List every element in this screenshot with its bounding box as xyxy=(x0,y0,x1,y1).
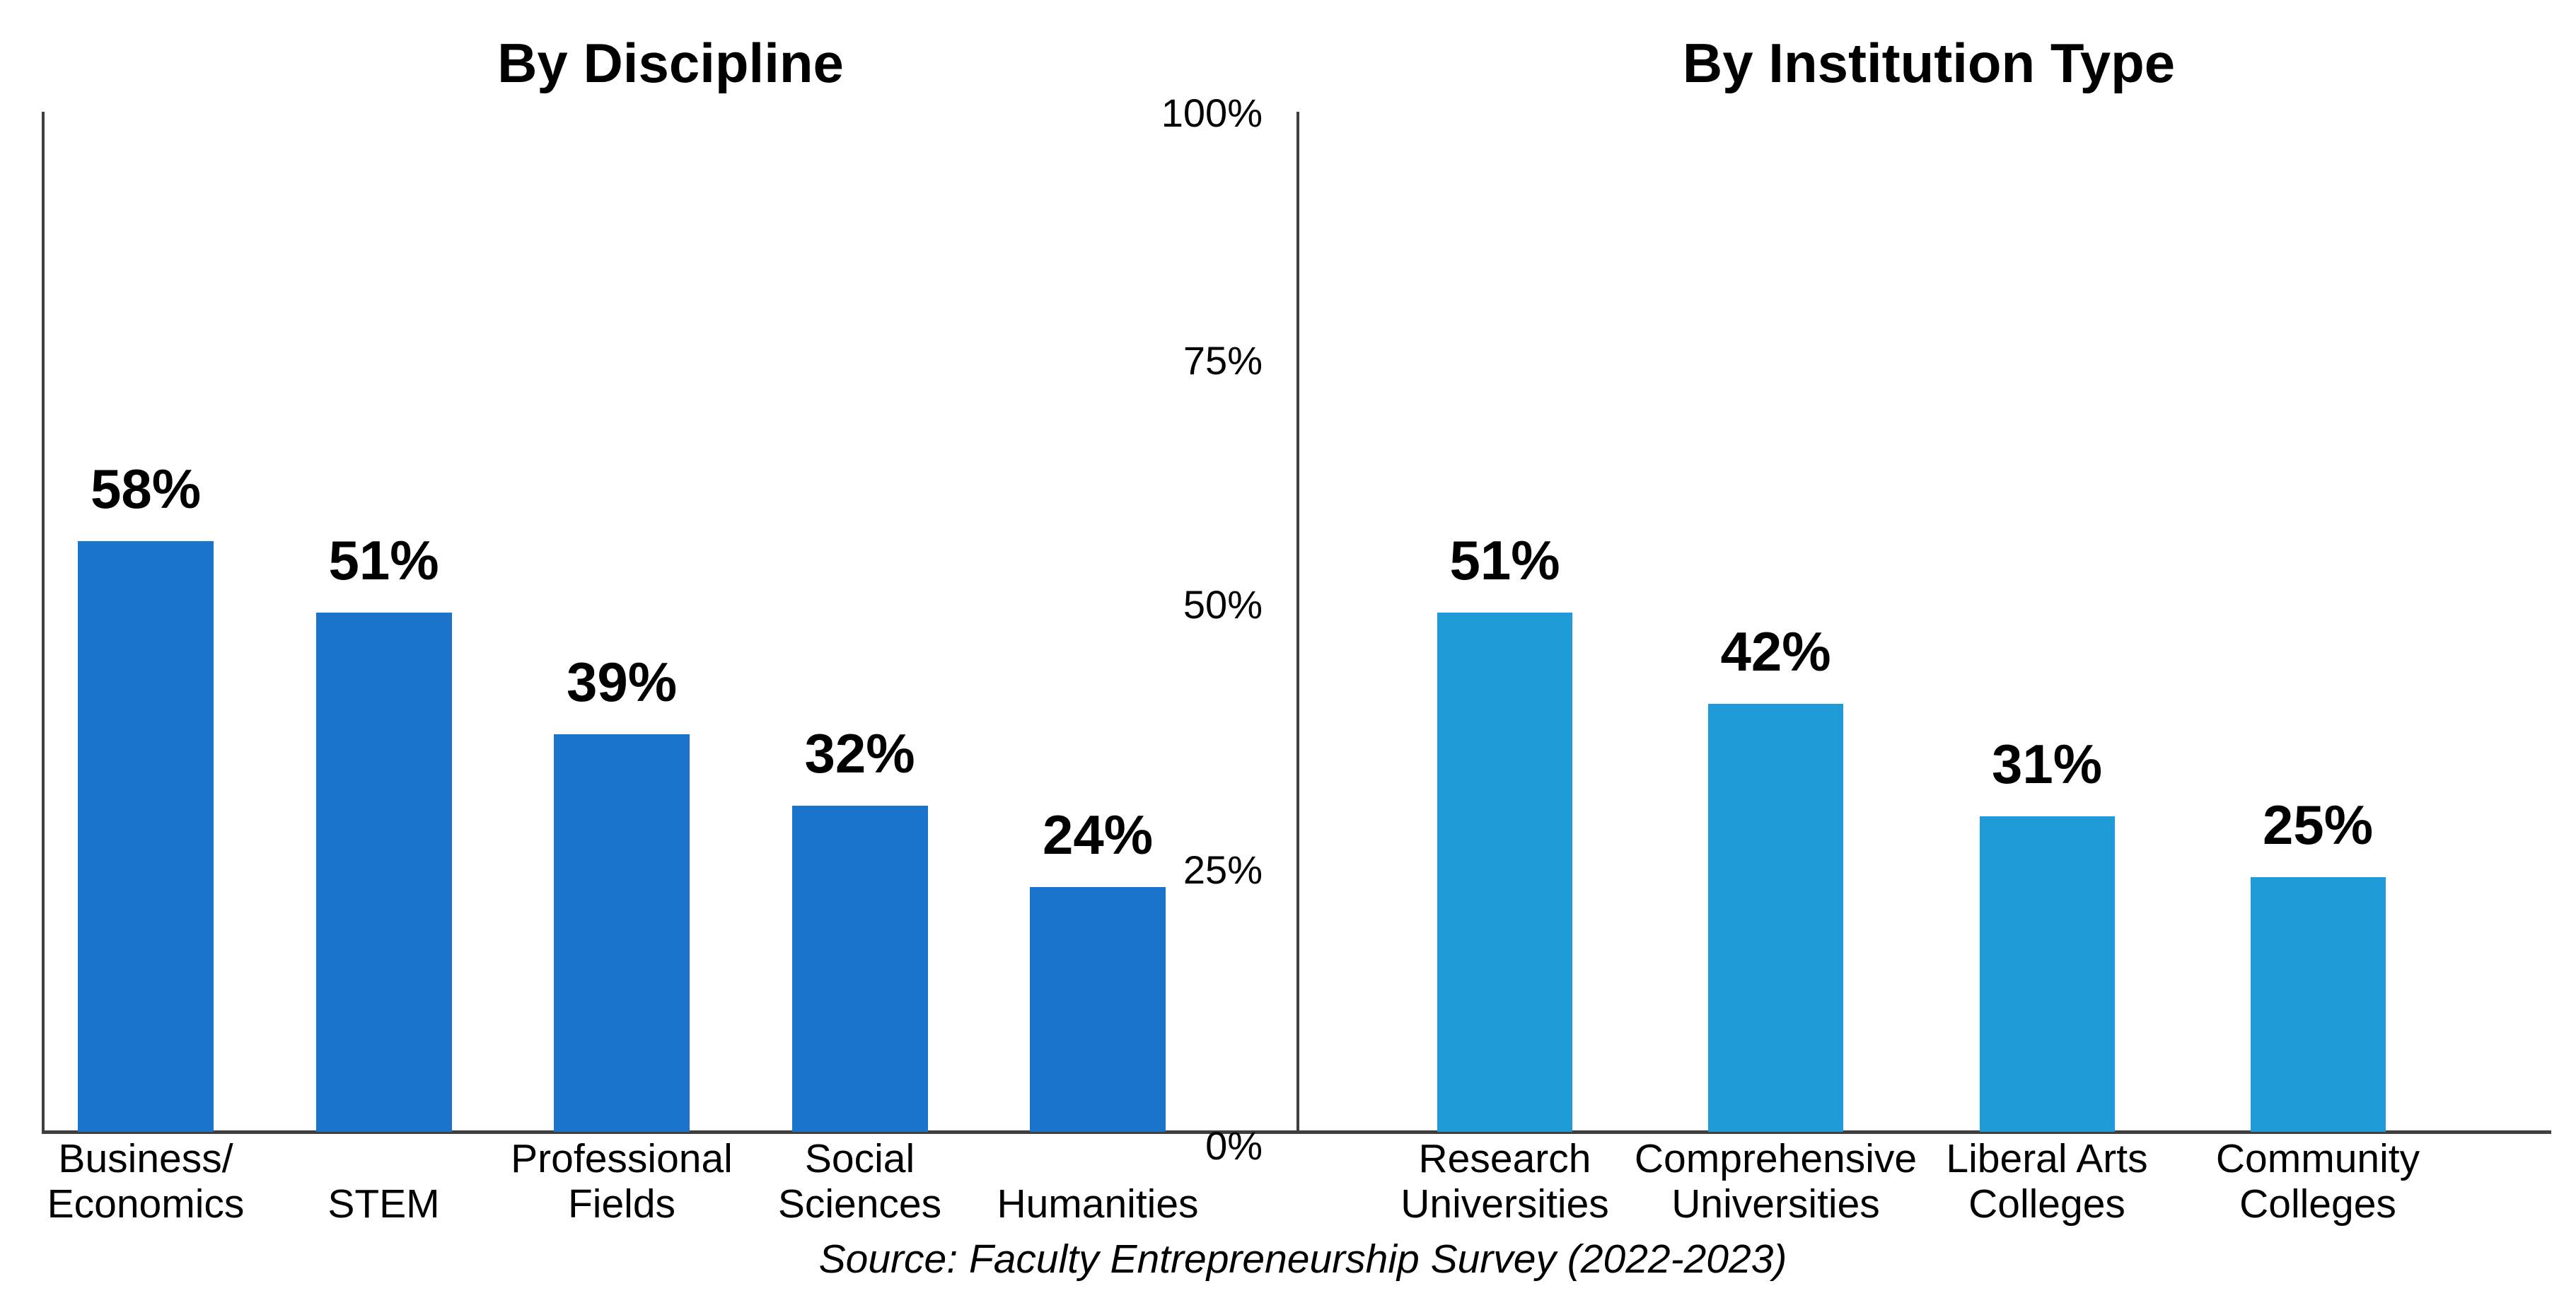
category-label: Research Universities xyxy=(1400,1136,1609,1227)
category-label: Professional Fields xyxy=(511,1136,733,1227)
bar-value-label: 51% xyxy=(1449,528,1560,591)
bar xyxy=(1708,704,1843,1132)
y-tick-label: 50% xyxy=(1183,582,1263,627)
category-label-line: Professional xyxy=(511,1136,733,1181)
bar-value-label: 25% xyxy=(2262,794,2374,856)
bar-value-label: 24% xyxy=(1042,804,1154,867)
bar xyxy=(78,540,214,1132)
category-label-line: Economics xyxy=(47,1181,245,1227)
bar xyxy=(554,734,690,1132)
category-label: Community Colleges xyxy=(2216,1136,2420,1227)
right-y-axis-line xyxy=(1296,112,1299,1132)
category-label-line: Colleges xyxy=(1968,1181,2125,1227)
category-label: Humanities xyxy=(997,1136,1198,1227)
category-label-line: Business/ xyxy=(58,1136,233,1181)
category-label-line: STEM xyxy=(327,1181,440,1227)
category-label-line xyxy=(327,1136,439,1181)
category-label-line: Universities xyxy=(1400,1181,1609,1227)
bar xyxy=(315,612,452,1132)
bar xyxy=(1030,887,1166,1132)
y-tick-label: 0% xyxy=(1205,1123,1263,1168)
x-axis-baseline xyxy=(42,1130,2551,1134)
category-label-line: Fields xyxy=(567,1181,676,1227)
bar-value-label: 32% xyxy=(804,722,915,785)
source-note: Source: Faculty Entrepreneurship Survey … xyxy=(818,1237,1787,1282)
bar xyxy=(1979,816,2115,1132)
bar-value-label: 39% xyxy=(566,651,678,714)
y-tick-label: 100% xyxy=(1161,91,1263,135)
right-chart-title: By Institution Type xyxy=(1682,32,2176,94)
category-label-line: Liberal Arts xyxy=(1946,1136,2148,1181)
category-label-line: Universities xyxy=(1671,1181,1880,1227)
category-label-line: Humanities xyxy=(997,1181,1199,1227)
category-label: Social Sciences xyxy=(778,1136,941,1227)
left-y-axis-line xyxy=(42,112,45,1132)
category-label: STEM xyxy=(327,1136,439,1227)
category-label-line: Social xyxy=(804,1136,915,1181)
bar xyxy=(1437,612,1572,1132)
category-label-line xyxy=(997,1136,1198,1181)
category-label-line: Sciences xyxy=(777,1181,942,1227)
bar-value-label: 31% xyxy=(1991,732,2103,795)
category-label: Liberal Arts Colleges xyxy=(1946,1136,2147,1227)
bar-value-label: 42% xyxy=(1720,620,1831,683)
left-chart-title: By Discipline xyxy=(497,32,844,94)
y-tick-label: 25% xyxy=(1183,847,1263,892)
bar xyxy=(2250,877,2386,1132)
category-label-line: Research xyxy=(1418,1136,1591,1181)
category-label-line: Community xyxy=(2215,1136,2420,1181)
bar xyxy=(791,806,928,1132)
bar-value-label: 51% xyxy=(328,528,439,591)
category-label: Business/Economics xyxy=(47,1136,245,1227)
category-label-line: Colleges xyxy=(2239,1181,2396,1227)
y-tick-label: 75% xyxy=(1183,338,1263,383)
category-label-line: Comprehensive xyxy=(1634,1136,1918,1181)
bar-value-label: 58% xyxy=(90,457,202,520)
category-label: Comprehensive Universities xyxy=(1635,1136,1917,1227)
